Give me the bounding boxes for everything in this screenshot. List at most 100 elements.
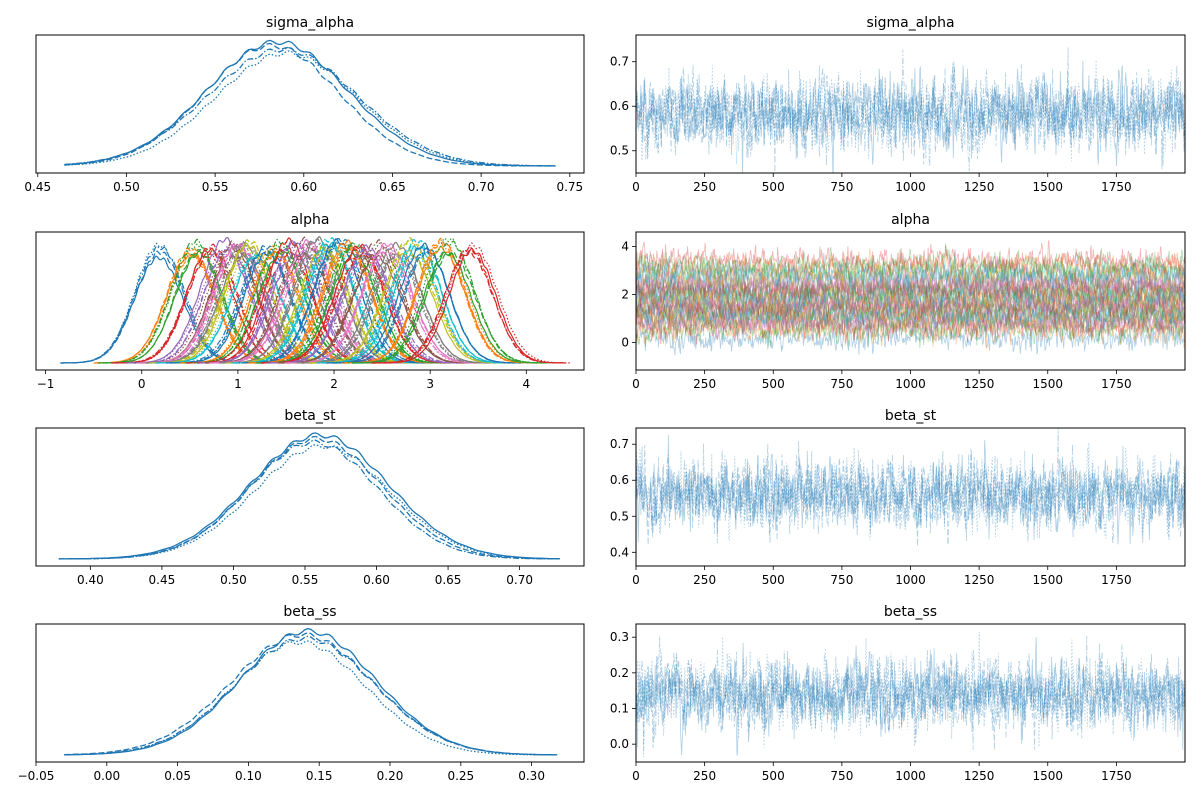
beta_ss-trace-ytick-label: 0.1 [610,702,629,716]
beta_st-trace-axes: beta_st 0 250 500 750 1000 1250 1500 1750 0.4 0.5 0… [610,408,1186,587]
alpha-density-curve [262,243,458,364]
alpha-density-xtick-label: −1 [37,377,55,391]
beta_st-trace-xtick-label: 1000 [895,573,926,587]
alpha-trace-chain [636,284,1185,326]
beta_ss-density-curve-solid [64,627,558,756]
beta_st-trace-chain-dashdot [636,428,1185,544]
beta_st-density-xtick-label: 0.45 [149,573,176,587]
beta_st-density-curve-solid [58,432,560,560]
alpha-density-curve [255,244,446,364]
beta_ss-trace-chain-dashdot [636,635,1185,750]
beta_st-trace-chain-dashed [636,441,1185,547]
beta_st-trace-ytick-label: 0.4 [610,545,629,559]
beta_ss-density-xtick-label: 0.20 [377,769,404,783]
sigma_alpha-trace-xtick-label: 0 [632,180,640,194]
beta_ss-trace-xtick-label: 1750 [1101,769,1132,783]
alpha-trace-chain [636,299,1185,339]
alpha-density-curve [267,251,466,364]
alpha-trace-chain [636,289,1185,330]
alpha-trace-chain [636,276,1185,317]
sigma_alpha-trace-ytick-label: 0.6 [610,99,629,113]
alpha-trace-ytick-label: 0 [621,335,629,349]
alpha-density-curve [235,241,425,364]
sigma_alpha-density-curve-dashdot [64,46,556,167]
alpha-trace-chain [636,270,1185,308]
beta_st-density-spines [35,427,585,567]
sigma_alpha-trace-xtick-label: 500 [762,180,785,194]
alpha-density-curve [244,238,430,364]
beta_ss-density-spines [35,623,585,763]
beta_ss-density-title: beta_ss [283,604,336,620]
sigma_alpha-density-xtick-label: 0.75 [556,180,583,194]
alpha-density-curve [316,244,511,364]
beta_ss-trace-xtick-label: 500 [762,769,785,783]
alpha-density-curve [269,248,461,364]
sigma_alpha-density-xtick-label: 0.55 [202,180,229,194]
sigma_alpha-density-xtick-label: 0.65 [379,180,406,194]
beta_ss-density-xtick-label: 0.15 [306,769,333,783]
alpha-density-curve [273,244,460,364]
beta_st-trace-ytick-label: 0.6 [610,473,629,487]
beta_ss-density-xtick-label: 0.10 [235,769,262,783]
alpha-trace-chain [636,261,1185,297]
sigma_alpha-density-curve-solid [64,39,556,167]
beta_st-trace-ytick-label: 0.5 [610,509,629,523]
beta_st-density-curve-dashed [58,435,560,560]
sigma_alpha-density-curve-dotted [64,50,556,167]
beta_st-trace-xtick-label: 250 [693,573,716,587]
beta_st-trace-xtick-label: 500 [762,573,785,587]
alpha-density-xtick-label: 4 [522,377,530,391]
alpha-trace-chain [636,260,1185,300]
alpha-trace-xtick-label: 500 [762,377,785,391]
alpha-trace-xtick-label: 1250 [964,377,995,391]
beta_ss-trace-title: beta_ss [884,604,937,620]
alpha-density-curve [286,251,489,364]
alpha-trace-chain [636,309,1185,349]
beta_ss-trace-xtick-label: 0 [632,769,640,783]
beta_ss-density-plot-area [64,627,558,756]
beta_ss-trace-chain-dotted [636,631,1185,758]
sigma_alpha-density-xtick-label: 0.60 [290,180,317,194]
beta_ss-trace-xtick-label: 1500 [1032,769,1063,783]
beta_st-density-curve-dotted [58,444,560,560]
beta_ss-trace-xtick-label: 750 [830,769,853,783]
sigma_alpha-trace-xtick-label: 1750 [1101,180,1132,194]
alpha-density-curve [357,240,546,364]
alpha-density-curve [211,242,400,364]
alpha-density-curve [301,248,491,364]
alpha-trace-chain [636,273,1185,313]
alpha-density-curve [215,242,402,364]
sigma_alpha-trace-xtick-label: 1500 [1032,180,1063,194]
beta_ss-trace-xtick-label: 1000 [895,769,926,783]
alpha-density-curve [235,246,429,364]
beta_ss-density-axes: beta_ss −0.05 0.00 0.05 0.10 0.15 0.20 0.25 0.30 [18,604,585,783]
alpha-density-curve [268,253,470,364]
alpha-density-curve [289,245,482,364]
beta_ss-trace-ytick-label: 0.3 [610,630,629,644]
beta_st-density-curve-dashdot [58,439,560,560]
alpha-density-curve [344,241,536,364]
alpha-density-curve [184,244,374,364]
alpha-density-curve [257,241,453,364]
alpha-trace-chain [636,293,1185,331]
sigma_alpha-trace-xtick-label: 750 [830,180,853,194]
alpha-density-xtick-label: 1 [234,377,242,391]
beta_ss-trace-ytick-label: 0.2 [610,666,629,680]
alpha-density-curve [373,242,572,364]
beta_ss-density-xtick-label: 0.25 [447,769,474,783]
alpha-trace-chain [636,251,1185,294]
beta_ss-trace-xtick-label: 250 [693,769,716,783]
beta_st-trace-xtick-label: 1750 [1101,573,1132,587]
beta_st-trace-title: beta_st [885,408,937,424]
alpha-trace-chain [636,278,1185,319]
alpha-trace-xtick-label: 750 [830,377,853,391]
alpha-trace-chain [636,284,1185,323]
beta_st-density-title: beta_st [284,408,336,424]
beta_st-trace-chain-solid [636,434,1185,545]
alpha-trace-xtick-label: 1500 [1032,377,1063,391]
alpha-density-xtick-label: 3 [426,377,434,391]
alpha-density-curve [62,242,256,364]
alpha-density-plot-area [60,236,572,364]
alpha-trace-xtick-label: 1750 [1101,377,1132,391]
alpha-trace-chain [636,290,1185,330]
